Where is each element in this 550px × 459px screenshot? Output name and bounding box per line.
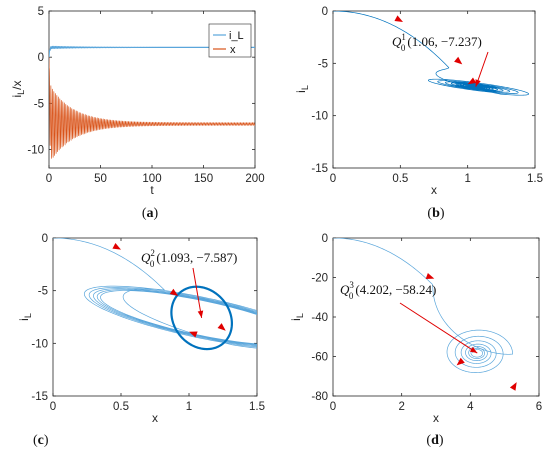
legend-x-label: x — [230, 44, 236, 56]
direction-arrow — [454, 56, 463, 65]
panel-c-axes: 0 0.5 1 1.5 0 -5 -10 -15 x iL — [17, 233, 265, 425]
y-tick-label: 0 — [322, 6, 328, 18]
pointer-line — [399, 302, 478, 354]
trajectory-line — [333, 11, 529, 96]
x-tick-label: 0.5 — [113, 401, 129, 413]
x-tick-label: 1.5 — [527, 173, 543, 185]
plot-frame — [332, 10, 536, 169]
caption-b: (b) — [427, 206, 444, 221]
y-tick-label: -10 — [311, 111, 328, 123]
x-tick-label: 0 — [330, 173, 336, 185]
direction-arrow — [467, 77, 477, 85]
x-tick-label: 6 — [536, 401, 542, 413]
y-tick-label: 5 — [38, 6, 44, 18]
y-tick-label: 0 — [42, 233, 48, 245]
trajectory-line — [333, 238, 514, 373]
y-tick-label: -60 — [311, 352, 328, 364]
y-axis-label: iL — [294, 85, 310, 93]
pointer-line — [192, 267, 203, 319]
x-tick-label: 2 — [398, 401, 404, 413]
x-tick-label: 4 — [467, 401, 474, 413]
series-x-line — [49, 57, 255, 159]
x-tick-label: 200 — [245, 173, 264, 185]
y-tick-label: 0 — [38, 52, 44, 64]
x-tick-label: 1 — [464, 173, 470, 185]
direction-arrow — [509, 382, 517, 391]
y-tick-label: -15 — [31, 391, 48, 403]
trajectory-line — [53, 238, 257, 349]
direction-arrow — [394, 15, 404, 22]
legend-box — [208, 23, 252, 58]
x-axis-label: x — [152, 411, 158, 425]
x-tick-label: 0.5 — [392, 173, 408, 185]
legend: i_L x — [208, 23, 252, 58]
panel-d-axes: 0 2 4 6 0 -20 -40 -60 -80 x iL — [289, 233, 542, 425]
x-axis-label: x — [433, 411, 439, 425]
x-axis-label: x — [431, 183, 437, 197]
y-tick-label: -80 — [311, 391, 328, 403]
direction-arrows — [112, 243, 226, 338]
x-axis-label: t — [150, 183, 154, 197]
x-tick-label: 100 — [142, 173, 161, 185]
x-tick-label: 0 — [46, 173, 52, 185]
y-axis-label: iL — [17, 313, 33, 321]
caption-c: (c) — [33, 433, 49, 448]
y-tick-label: 0 — [322, 233, 328, 245]
plot-frame — [332, 237, 540, 397]
plot-frame — [52, 237, 258, 397]
direction-arrow — [112, 243, 121, 250]
direction-arrow — [217, 323, 226, 331]
panel-b: 0 0.5 1 1.5 0 -5 -10 -15 x iL Q1 0 (1.06, −7.237) (… — [294, 6, 543, 221]
x-tick-label: 50 — [94, 173, 107, 185]
pointer-arrowhead — [197, 310, 204, 318]
equilibrium-pointer — [192, 267, 204, 319]
y-tick-label: -15 — [311, 163, 328, 175]
caption-d: (d) — [426, 433, 443, 448]
pointer-arrowhead — [475, 79, 481, 87]
equilibrium-pointer — [475, 51, 489, 87]
panel-b-axes: 0 0.5 1 1.5 0 -5 -10 -15 x iL — [294, 6, 543, 197]
direction-arrows — [394, 15, 477, 85]
equilibrium-label: Q1 0 (1.06, −7.237) — [392, 32, 482, 53]
y-tick-label: -10 — [31, 338, 48, 350]
y-tick-label: -20 — [311, 273, 328, 285]
y-axis-label: iL/x — [10, 80, 26, 97]
x-tick-label: 0 — [330, 401, 336, 413]
y-axis-label: iL — [289, 313, 305, 321]
direction-arrow — [169, 288, 179, 296]
caption-a: (a) — [142, 206, 159, 221]
direction-arrow — [456, 357, 465, 366]
x-tick-label: 0 — [50, 401, 56, 413]
equilibrium-label: Q3 0 (4.202, −58.24) — [340, 280, 436, 301]
direction-arrows — [425, 272, 517, 391]
equilibrium-label: Q2 0 (1.093, −7.587) — [141, 248, 237, 269]
direction-arrow — [425, 272, 435, 279]
y-tick-label: -10 — [27, 145, 44, 157]
x-tick-label: 1 — [186, 401, 192, 413]
y-tick-label: -5 — [34, 98, 44, 110]
x-tick-label: 150 — [194, 173, 213, 185]
equilibrium-pointer — [399, 302, 478, 354]
direction-arrow — [189, 331, 198, 338]
y-tick-label: -5 — [318, 58, 328, 70]
legend-iL-label: i_L — [229, 30, 244, 42]
limit-cycle — [170, 285, 233, 351]
pointer-arrowhead — [469, 346, 478, 354]
y-tick-label: -5 — [38, 286, 48, 298]
y-tick-label: -40 — [311, 312, 328, 324]
x-tick-label: 1.5 — [249, 401, 265, 413]
